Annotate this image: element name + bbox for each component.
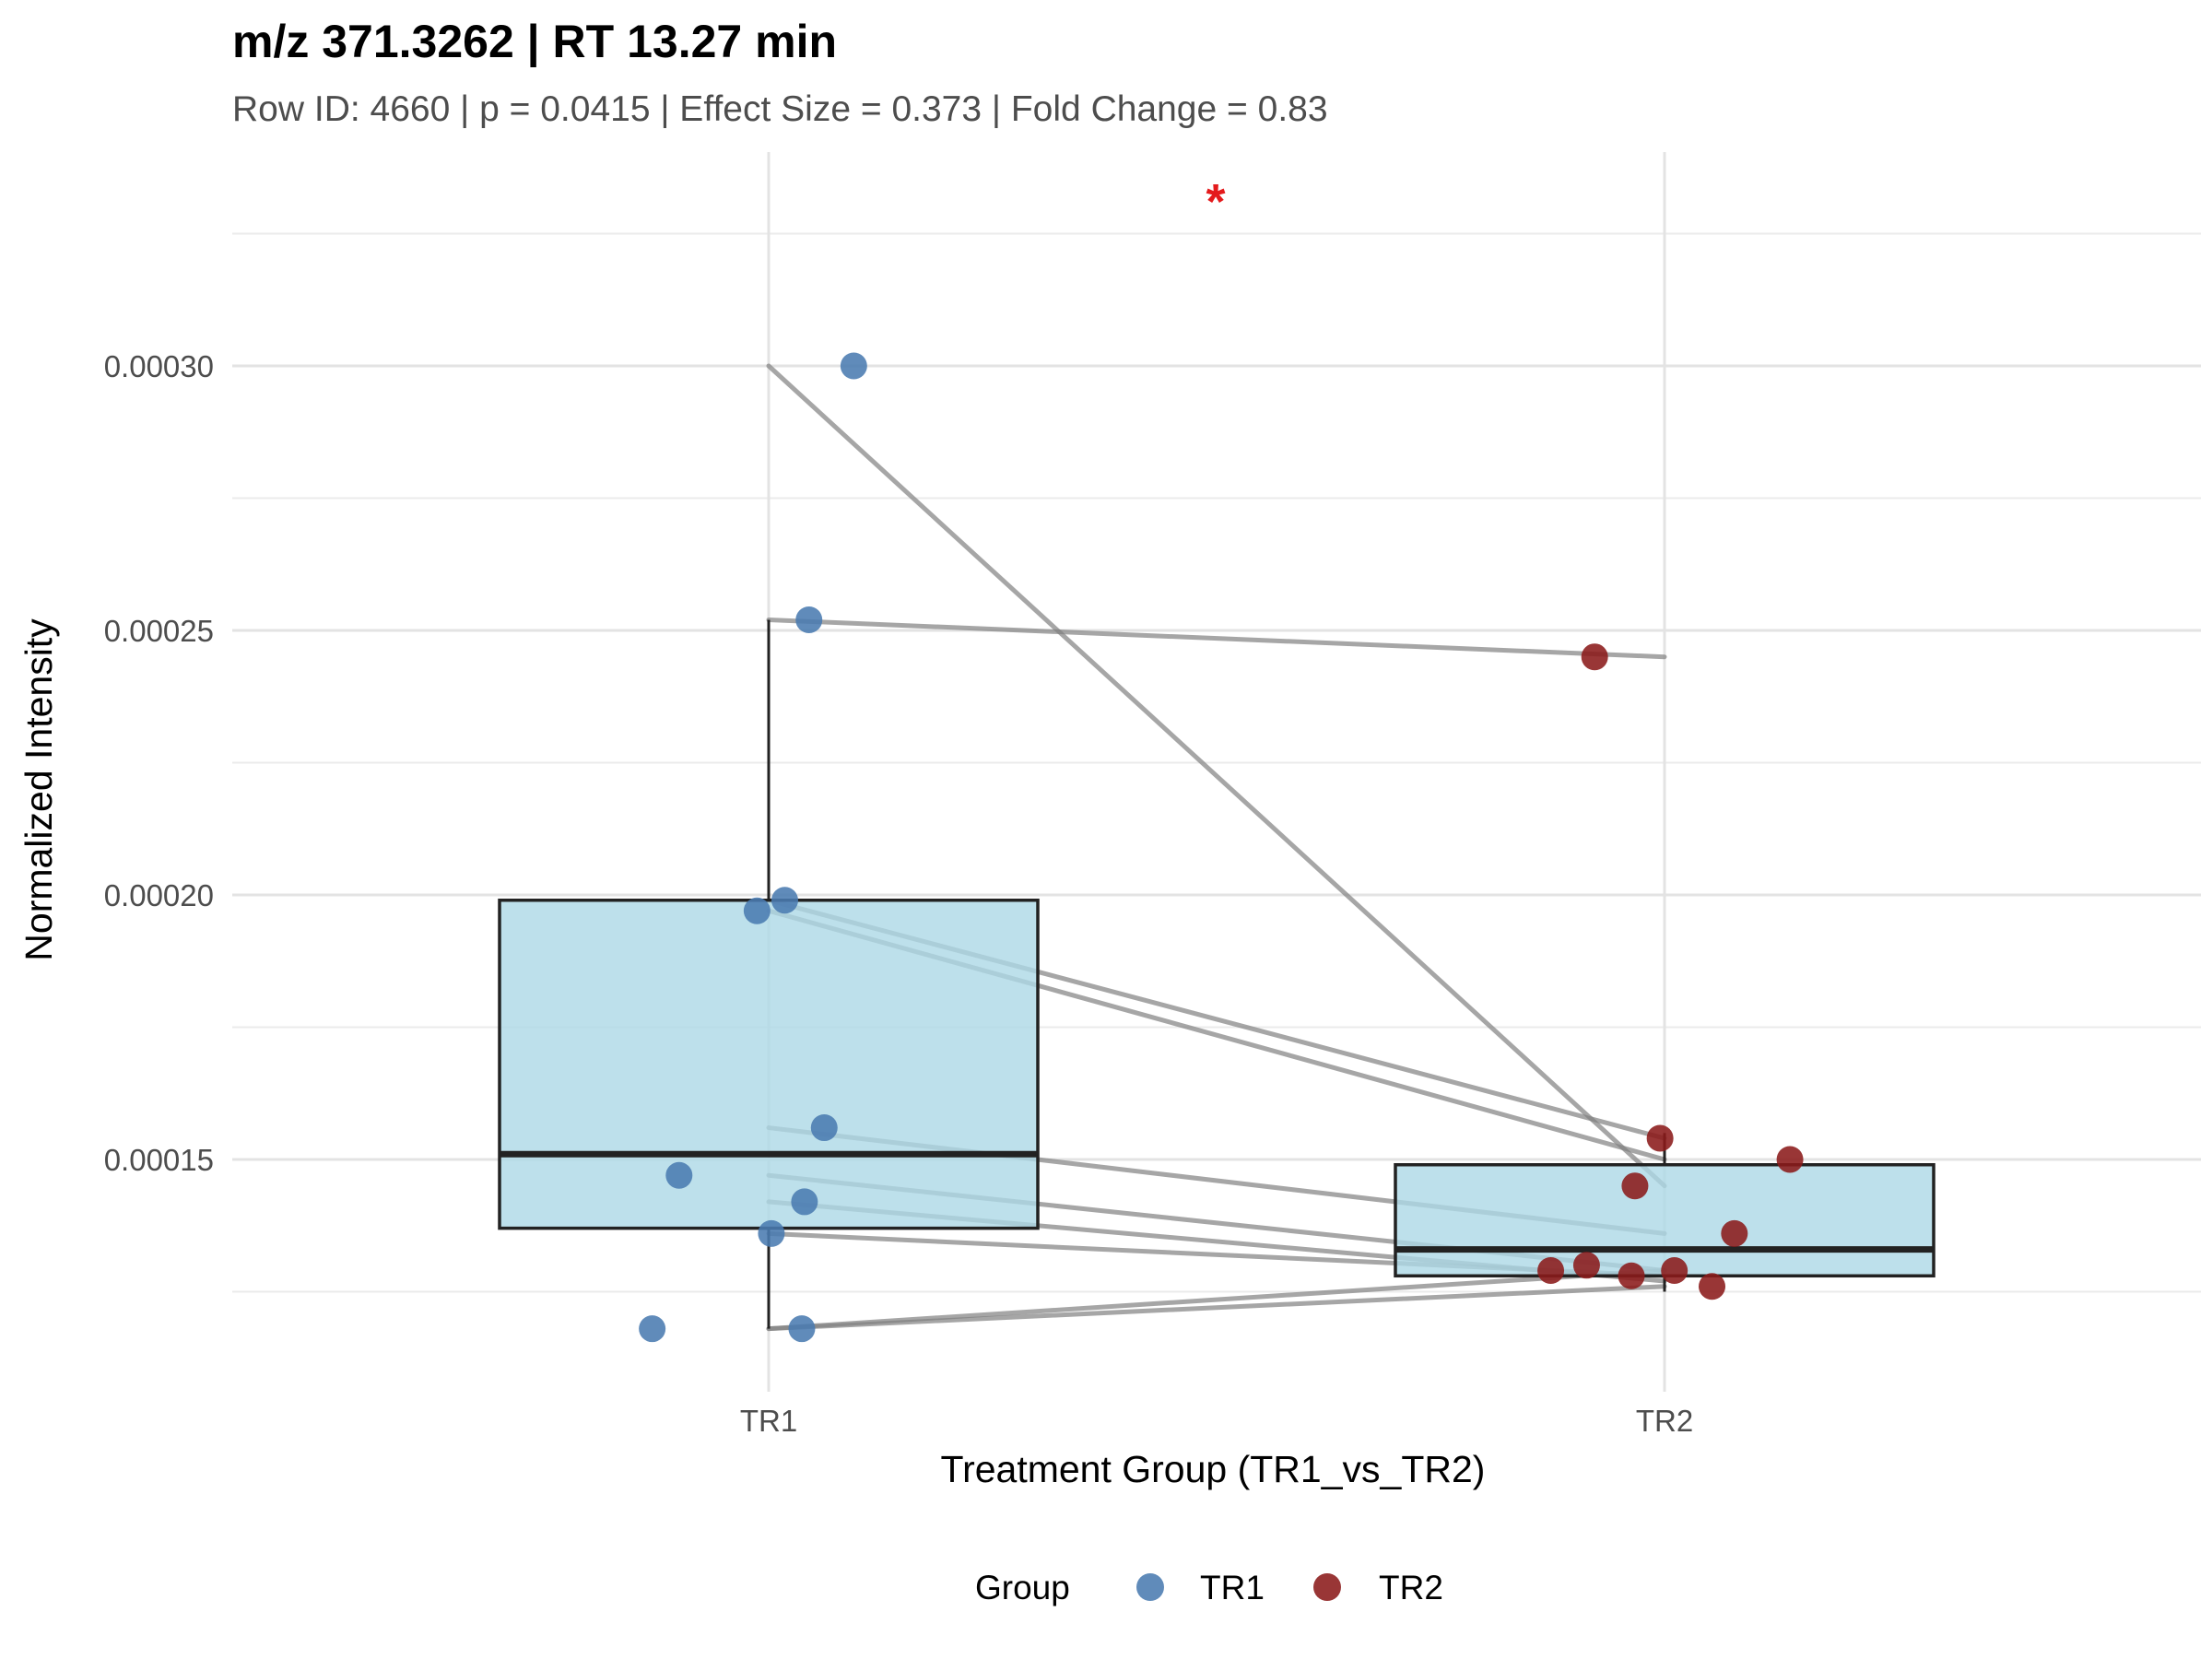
x-tick-label: TR1 bbox=[740, 1404, 797, 1438]
x-axis-title: Treatment Group (TR1_vs_TR2) bbox=[941, 1448, 1486, 1490]
x-axis-ticks: TR1 TR2 bbox=[740, 1404, 1693, 1438]
legend-marker-tr1 bbox=[1136, 1573, 1164, 1601]
pair-line bbox=[766, 618, 1667, 660]
point-tr1 bbox=[743, 897, 771, 924]
legend-label-tr1: TR1 bbox=[1200, 1569, 1265, 1606]
legend-title: Group bbox=[975, 1569, 1070, 1606]
x-tick-label: TR2 bbox=[1636, 1404, 1693, 1438]
y-tick-label: 0.00015 bbox=[104, 1143, 214, 1177]
y-tick-label: 0.00020 bbox=[104, 878, 214, 912]
point-tr2 bbox=[1572, 1252, 1600, 1279]
box-tr2 bbox=[1394, 1162, 1936, 1278]
point-tr2 bbox=[1776, 1146, 1804, 1173]
chart-subtitle: Row ID: 4660 | p = 0.0415 | Effect Size … bbox=[232, 89, 1328, 129]
pair-line bbox=[766, 1268, 1667, 1332]
point-tr1 bbox=[791, 1188, 818, 1216]
point-tr1 bbox=[840, 352, 867, 380]
legend-label-tr2: TR2 bbox=[1379, 1569, 1443, 1606]
point-tr2 bbox=[1537, 1257, 1565, 1285]
point-tr1 bbox=[665, 1161, 693, 1189]
y-axis-title: Normalized Intensity bbox=[18, 618, 60, 961]
legend-marker-tr2 bbox=[1313, 1573, 1341, 1601]
pair-line bbox=[766, 363, 1667, 1189]
point-tr2 bbox=[1581, 643, 1608, 671]
pair-lines bbox=[766, 363, 1667, 1332]
significance-marker: * bbox=[1206, 174, 1225, 229]
point-tr2 bbox=[1721, 1219, 1748, 1247]
boxplots bbox=[498, 619, 1936, 1329]
point-tr1 bbox=[810, 1114, 838, 1142]
point-tr2 bbox=[1621, 1172, 1649, 1200]
data-points bbox=[639, 352, 1804, 1343]
point-tr2 bbox=[1699, 1273, 1726, 1300]
point-tr1 bbox=[639, 1315, 666, 1343]
legend: Group TR1 TR2 bbox=[975, 1569, 1443, 1606]
point-tr2 bbox=[1646, 1124, 1674, 1152]
y-tick-label: 0.00025 bbox=[104, 614, 214, 648]
point-tr1 bbox=[788, 1315, 816, 1343]
point-tr1 bbox=[795, 606, 823, 634]
chart-title: m/z 371.3262 | RT 13.27 min bbox=[232, 16, 837, 68]
pair-line bbox=[766, 1284, 1667, 1332]
box-tr1 bbox=[498, 898, 1040, 1230]
point-tr2 bbox=[1618, 1262, 1645, 1289]
point-tr2 bbox=[1661, 1257, 1688, 1285]
point-tr1 bbox=[771, 887, 798, 914]
y-tick-label: 0.00030 bbox=[104, 349, 214, 383]
y-axis-ticks: 0.00015 0.00020 0.00025 0.00030 bbox=[104, 349, 214, 1177]
point-tr1 bbox=[758, 1219, 785, 1247]
